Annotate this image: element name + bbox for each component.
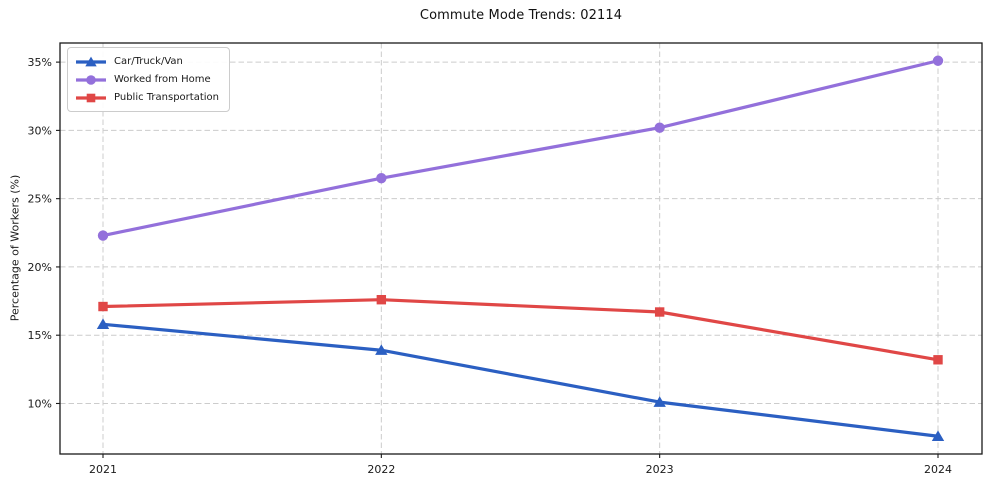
x-tick-label: 2021 [89, 463, 117, 476]
plot-frame [59, 42, 983, 455]
x-tick-label: 2023 [646, 463, 674, 476]
legend-item-worked-from-home: Worked from Home [76, 72, 219, 87]
triangle-marker [85, 56, 97, 66]
triangle-marker [653, 396, 666, 407]
line-public-transportation [101, 298, 940, 362]
x-tick-label: 2024 [924, 463, 952, 476]
line-car-truck-van [101, 322, 940, 438]
y-tick-label: 10% [28, 397, 52, 410]
y-tick-label: 25% [28, 193, 52, 206]
legend-item-car-truck-van: Car/Truck/Van [76, 54, 219, 69]
series-public-transportation [98, 295, 943, 365]
x-tick-label: 2022 [367, 463, 395, 476]
square-marker [933, 355, 943, 365]
y-tick-label: 15% [28, 329, 52, 342]
square-marker [86, 93, 96, 102]
chart-title: Commute Mode Trends: 02114 [419, 8, 623, 23]
series-worked-from-home [97, 55, 944, 241]
triangle-marker [96, 318, 110, 329]
triangle-marker [375, 344, 388, 355]
legend-item-public-transportation: Public Transportation [76, 90, 219, 105]
triangle-marker [931, 430, 945, 441]
line-worked-from-home [101, 59, 940, 238]
series-car-truck-van [96, 318, 945, 441]
square-marker [98, 301, 108, 312]
square-marker [654, 307, 665, 317]
legend: Car/Truck/Van Worked from Home Public Tr… [67, 47, 230, 112]
circle-marker [97, 230, 109, 241]
circle-marker [932, 55, 944, 66]
y-tick-label: 30% [28, 124, 52, 137]
legend-label: Worked from Home [114, 74, 211, 85]
circle-marker [86, 74, 96, 85]
y-tick-label: 20% [28, 261, 52, 274]
triangle-marker-icon [76, 56, 106, 66]
square-marker [376, 295, 387, 305]
square-marker-icon [76, 93, 106, 102]
circle-marker-icon [76, 74, 106, 85]
y-tick-label: 35% [28, 56, 52, 69]
legend-label: Car/Truck/Van [114, 56, 183, 67]
legend-label: Public Transportation [114, 92, 219, 103]
circle-marker [376, 172, 387, 184]
circle-marker [654, 122, 665, 133]
